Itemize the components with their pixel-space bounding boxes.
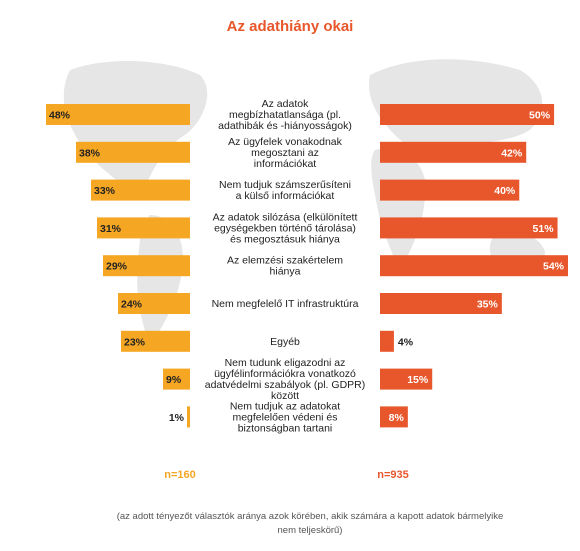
left-value-label: 38% <box>79 147 101 159</box>
chart-title: Az adathiány okai <box>226 18 354 35</box>
category-label: Az adatok megbízhatatlansága (pl. adathibá… <box>218 98 352 132</box>
category-label-line: ügyfélinformációkra vonatkozó <box>214 368 356 380</box>
category-label-line: Nem tudjuk számszerűsíteni <box>219 179 351 191</box>
left-value-label: 23% <box>124 336 146 348</box>
left-bar <box>76 141 190 163</box>
right-value-label: 35% <box>477 299 499 311</box>
category-label-line: hiánya <box>270 266 301 278</box>
right-bar <box>380 217 558 239</box>
category-label-line: Az adatok <box>262 98 309 110</box>
right-sample-size: n=935 <box>377 469 409 481</box>
left-bar <box>118 293 190 314</box>
right-value-label: 54% <box>543 261 565 273</box>
category-label-line: és megosztásuk hiánya <box>230 233 340 245</box>
right-bar <box>380 330 394 352</box>
left-bar <box>163 368 190 390</box>
right-bar <box>380 141 527 163</box>
left-value-label: 48% <box>49 110 71 122</box>
category-label-line: Az elemzési szakértelem <box>227 255 343 267</box>
left-value-label: 31% <box>100 223 122 235</box>
category-label-line: a külső információkat <box>236 190 335 202</box>
left-bar <box>46 104 190 125</box>
category-label-line: között <box>271 390 299 402</box>
category-label-line: Az adatok silózása (elkülönített <box>213 211 358 223</box>
right-value-label: 4% <box>398 336 414 348</box>
left-bar <box>121 330 190 352</box>
category-label-line: biztonságban tartani <box>238 422 333 434</box>
right-bar <box>380 406 408 428</box>
category-label-line: adathibák és -hiányosságok) <box>218 120 352 132</box>
category-label: Egyéb <box>270 336 300 348</box>
category-label-line: Nem tudjuk az adatokat <box>230 400 340 412</box>
left-value-label: 33% <box>94 185 116 197</box>
right-bar <box>380 368 433 390</box>
right-bar <box>380 293 502 314</box>
left-bar <box>103 255 190 277</box>
category-label-line: Nem megfelelő IT infrastruktúra <box>212 298 359 310</box>
left-bar <box>97 217 190 239</box>
left-value-label: 1% <box>169 412 185 424</box>
right-bar <box>380 179 520 201</box>
left-value-label: 29% <box>106 261 128 273</box>
right-value-label: 51% <box>533 223 555 235</box>
category-label-line: egységekben történő tárolása) <box>214 222 356 234</box>
left-bar <box>91 179 190 201</box>
left-value-label: 9% <box>166 374 182 386</box>
left-sample-size: n=160 <box>164 469 196 481</box>
category-label-line: adatvédelmi szabályok (pl. GDPR) <box>205 379 365 391</box>
category-label-line: megfelelően védeni és <box>232 411 337 423</box>
category-label: Nem tudjuk számszerűsíteni a külső inform… <box>219 179 351 202</box>
category-label-line: Nem tudunk eligazodni az <box>225 357 346 369</box>
bars-layer: 48% 50%Az adatok megbízhatatlansága (pl. ad… <box>46 98 568 481</box>
category-label-line: információkat <box>254 158 317 170</box>
right-value-label: 50% <box>529 110 551 122</box>
category-label: Az adatok silózása (elkülönített egységek… <box>213 211 358 245</box>
left-bar <box>187 406 190 428</box>
category-label: Nem tudunk eligazodni az ügyfélinformáció… <box>205 357 365 402</box>
footnote: (az adott tényezőt választók aránya azok… <box>116 511 504 536</box>
right-bar <box>380 104 555 125</box>
right-value-label: 8% <box>389 412 405 424</box>
category-label-line: Az ügyfelek vonakodnak <box>228 136 343 148</box>
right-value-label: 15% <box>407 374 429 386</box>
category-label-line: megosztani az <box>251 147 319 159</box>
right-value-label: 42% <box>501 147 523 159</box>
left-value-label: 24% <box>121 299 143 311</box>
category-label-line: megbízhatatlansága (pl. <box>229 109 341 121</box>
category-label: Nem megfelelő IT infrastruktúra <box>212 298 359 310</box>
category-label: Nem tudjuk az adatokat megfelelően védeni… <box>230 400 340 434</box>
category-label-line: Egyéb <box>270 336 300 348</box>
right-value-label: 40% <box>494 185 516 197</box>
category-label: Az elemzési szakértelem hiánya <box>227 255 343 278</box>
right-bar <box>380 255 568 277</box>
category-label: Az ügyfelek vonakodnak megosztani az infor… <box>228 136 343 170</box>
